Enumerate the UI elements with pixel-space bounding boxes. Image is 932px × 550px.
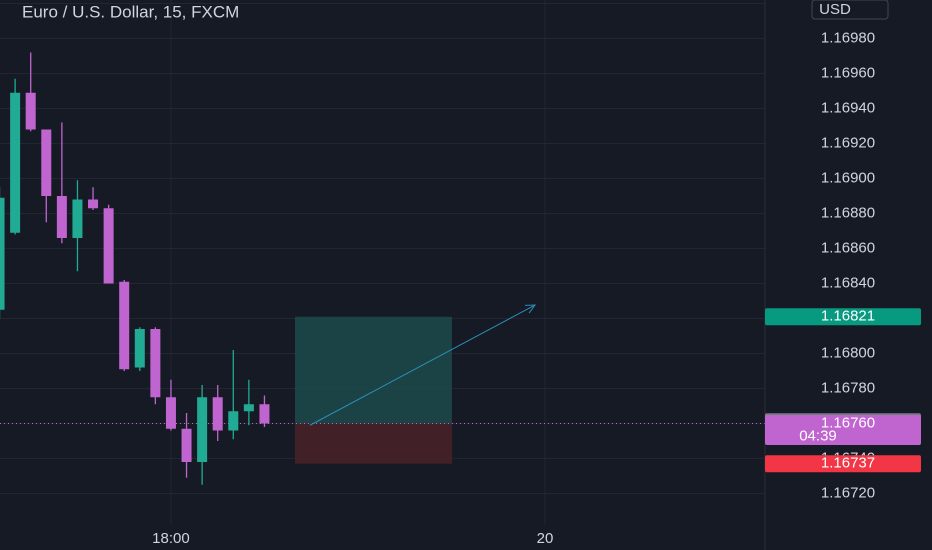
price-label-box	[765, 308, 921, 326]
candle-body	[134, 329, 145, 368]
price-label: 1.16821	[821, 308, 875, 325]
candle-body	[88, 199, 99, 209]
currency-box	[811, 0, 889, 20]
arrow-head	[524, 304, 536, 314]
candle-body	[228, 411, 239, 431]
y-tick-label: 1.16720	[821, 484, 875, 501]
y-tick-label: 1.16780	[821, 379, 875, 396]
price-label-box	[765, 455, 921, 473]
x-tick-label: 18:00	[152, 530, 190, 547]
candle-body	[243, 404, 254, 412]
profit-zone	[294, 316, 452, 424]
y-tick-label: 1.16900	[821, 169, 875, 186]
countdown-label: 04:39	[799, 427, 837, 444]
candle-body	[197, 397, 208, 462]
currency-label: USD	[819, 1, 851, 18]
price-label-box	[765, 415, 921, 445]
y-tick-label: 1.16800	[821, 344, 875, 361]
chart-title: Euro / U.S. Dollar, 15, FXCM	[22, 2, 239, 21]
candle-body	[103, 208, 114, 284]
candle-body	[119, 281, 130, 370]
candle-body	[212, 397, 223, 431]
x-tick-label: 20	[537, 530, 554, 547]
candle-body	[181, 428, 192, 462]
plot-area	[0, 52, 765, 485]
y-tick-label: 1.16980	[821, 29, 875, 46]
candle-body	[0, 197, 5, 310]
y-tick-label: 1.16940	[821, 99, 875, 116]
candle-body	[72, 199, 83, 238]
loss-zone	[294, 423, 452, 464]
candle-body	[25, 92, 36, 130]
candle-body	[10, 92, 21, 233]
y-tick-label: 1.16960	[821, 64, 875, 81]
candle-body	[259, 404, 270, 424]
arrow-line	[309, 304, 536, 426]
price-axis: 1.170001.169801.169601.169401.169201.169…	[152, 0, 921, 550]
y-tick-label: 1.16840	[821, 274, 875, 291]
candle-body	[41, 129, 52, 196]
candle-body	[150, 329, 161, 398]
price-label: 1.16737	[821, 455, 875, 472]
candle-body	[165, 397, 176, 429]
price-label: 1.16760	[821, 414, 875, 431]
y-tick-label: 1.16880	[821, 204, 875, 221]
y-tick-label: 1.16860	[821, 239, 875, 256]
candle-body	[56, 196, 67, 238]
y-tick-label: 1.16920	[821, 134, 875, 151]
